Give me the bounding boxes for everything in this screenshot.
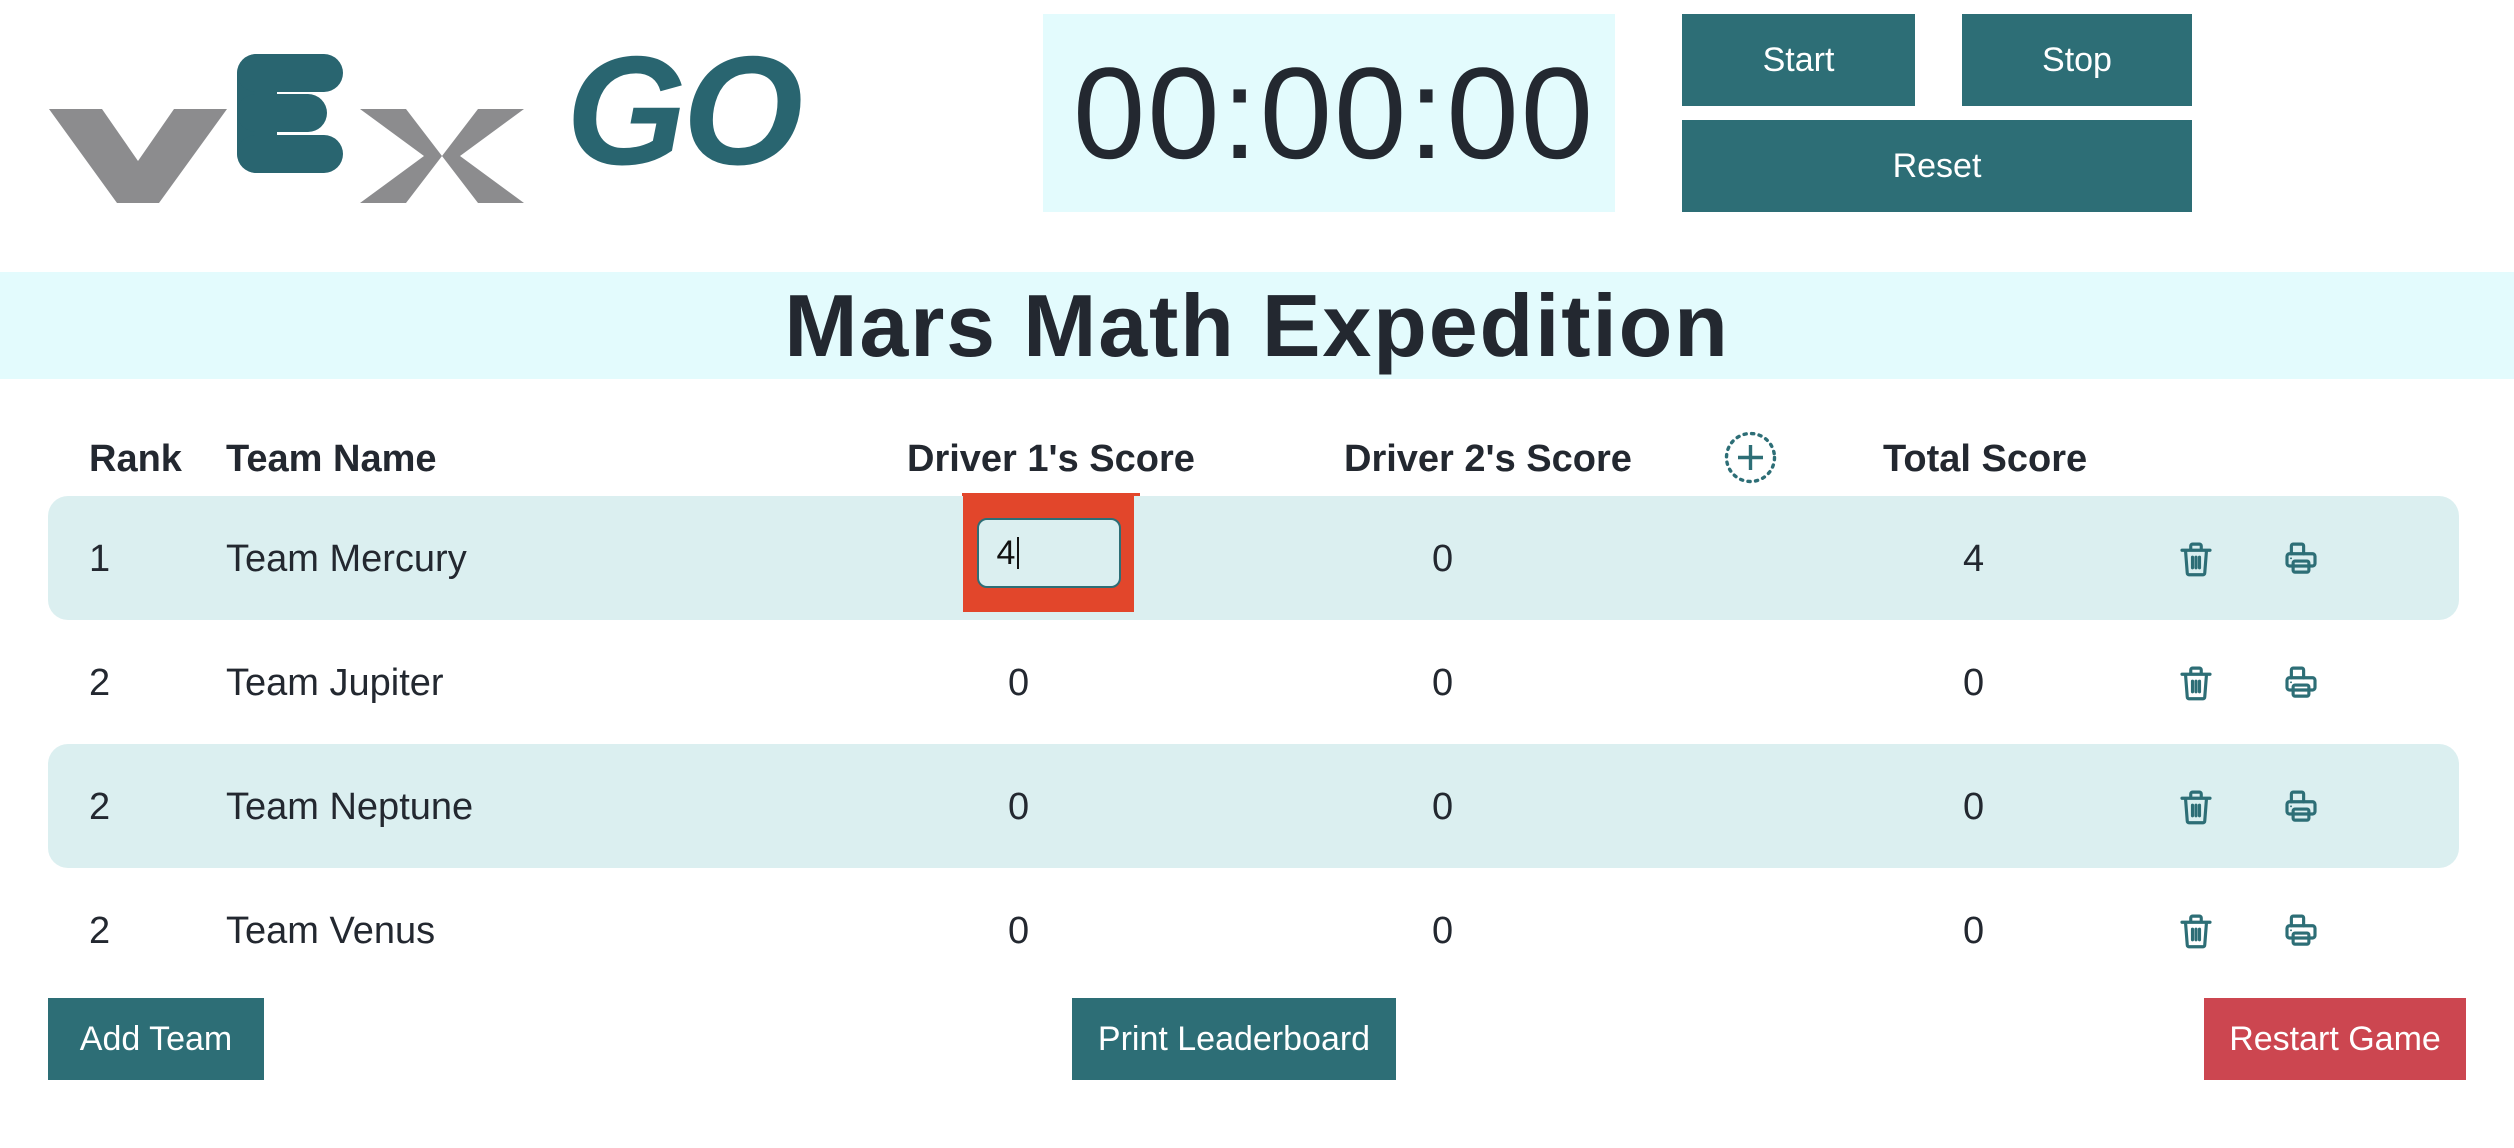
svg-text:GO: GO: [566, 54, 801, 197]
